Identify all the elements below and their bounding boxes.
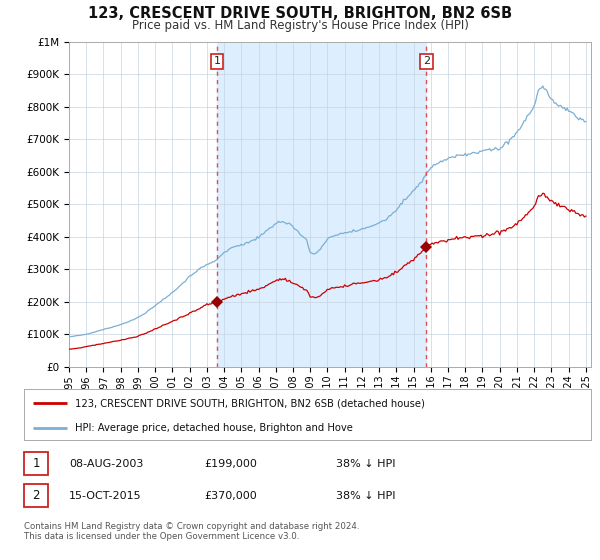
Text: £199,000: £199,000	[204, 459, 257, 469]
Text: Price paid vs. HM Land Registry's House Price Index (HPI): Price paid vs. HM Land Registry's House …	[131, 19, 469, 32]
Text: 2: 2	[32, 489, 40, 502]
Text: 123, CRESCENT DRIVE SOUTH, BRIGHTON, BN2 6SB (detached house): 123, CRESCENT DRIVE SOUTH, BRIGHTON, BN2…	[75, 398, 425, 408]
Text: Contains HM Land Registry data © Crown copyright and database right 2024.
This d: Contains HM Land Registry data © Crown c…	[24, 522, 359, 542]
Text: 2: 2	[423, 57, 430, 67]
Text: 1: 1	[32, 457, 40, 470]
Text: 15-OCT-2015: 15-OCT-2015	[69, 491, 142, 501]
Text: 38% ↓ HPI: 38% ↓ HPI	[336, 491, 395, 501]
Text: 1: 1	[214, 57, 220, 67]
Text: HPI: Average price, detached house, Brighton and Hove: HPI: Average price, detached house, Brig…	[75, 422, 353, 432]
Text: £370,000: £370,000	[204, 491, 257, 501]
Text: 08-AUG-2003: 08-AUG-2003	[69, 459, 143, 469]
Text: 123, CRESCENT DRIVE SOUTH, BRIGHTON, BN2 6SB: 123, CRESCENT DRIVE SOUTH, BRIGHTON, BN2…	[88, 6, 512, 21]
Text: 38% ↓ HPI: 38% ↓ HPI	[336, 459, 395, 469]
